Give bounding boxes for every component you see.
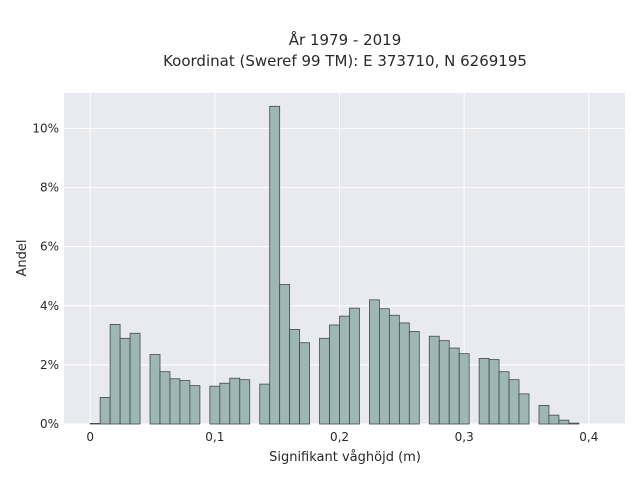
chart-title-line2: Koordinat (Sweref 99 TM): E 373710, N 62… bbox=[163, 52, 527, 70]
histogram-bar bbox=[349, 307, 360, 425]
histogram-bar bbox=[398, 322, 410, 425]
y-tick-label: 2% bbox=[40, 358, 59, 372]
histogram-bar bbox=[149, 354, 161, 425]
histogram-bar bbox=[269, 105, 281, 425]
histogram-bar bbox=[388, 314, 400, 425]
histogram-bar bbox=[558, 419, 570, 425]
x-axis-ticks: 0 0,1 0,2 0,3 0,4 bbox=[86, 430, 598, 444]
histogram-bar bbox=[219, 382, 231, 425]
histogram-bar bbox=[239, 379, 251, 425]
histogram-bar bbox=[259, 383, 271, 425]
y-tick-label: 0% bbox=[40, 417, 59, 431]
histogram-bar bbox=[279, 284, 291, 425]
x-tick-label: 0,4 bbox=[579, 430, 598, 444]
histogram-bar bbox=[99, 397, 111, 425]
histogram-bar bbox=[159, 371, 171, 425]
histogram-bar bbox=[329, 324, 340, 425]
histogram-bar bbox=[538, 404, 550, 425]
histogram-bar bbox=[229, 377, 241, 425]
histogram-bar bbox=[209, 385, 221, 425]
y-tick-label: 6% bbox=[40, 240, 59, 254]
histogram-bar bbox=[508, 379, 520, 425]
x-axis-title: Signifikant våghöjd (m) bbox=[269, 450, 421, 465]
histogram-bar bbox=[339, 315, 350, 425]
x-tick-label: 0,1 bbox=[205, 430, 224, 444]
histogram-bar bbox=[89, 423, 101, 425]
histogram-bar bbox=[189, 385, 201, 425]
bars bbox=[89, 105, 580, 425]
histogram-bar bbox=[169, 378, 181, 425]
y-tick-label: 8% bbox=[40, 181, 59, 195]
y-tick-label: 10% bbox=[32, 121, 59, 135]
histogram-bar bbox=[289, 329, 301, 425]
histogram-bar bbox=[299, 342, 310, 425]
histogram-bar bbox=[369, 299, 380, 425]
histogram-bar bbox=[379, 308, 390, 425]
x-tick-label: 0,2 bbox=[330, 430, 349, 444]
y-tick-label: 4% bbox=[40, 299, 59, 313]
histogram-bar bbox=[548, 414, 560, 425]
histogram-bar bbox=[448, 347, 460, 425]
grid-lines bbox=[64, 93, 625, 425]
histogram-bar bbox=[498, 371, 510, 425]
histogram-bar bbox=[458, 353, 470, 425]
histogram-bar bbox=[179, 380, 191, 425]
histogram-bar bbox=[488, 359, 500, 425]
histogram-bar bbox=[408, 331, 420, 425]
chart-title-line1: År 1979 - 2019 bbox=[289, 30, 402, 49]
histogram-bar bbox=[428, 335, 440, 425]
x-tick-label: 0 bbox=[86, 430, 94, 444]
histogram-bar bbox=[129, 332, 141, 425]
y-axis-title: Andel bbox=[15, 240, 30, 277]
histogram-bar bbox=[109, 324, 121, 425]
histogram-bar bbox=[438, 340, 450, 425]
histogram-bar bbox=[119, 337, 131, 425]
histogram-bar bbox=[478, 357, 490, 425]
histogram-bar bbox=[568, 422, 580, 425]
x-tick-label: 0,3 bbox=[455, 430, 474, 444]
histogram-bar bbox=[518, 393, 530, 425]
y-axis-ticks: 0% 2% 4% 6% 8% 10% bbox=[32, 121, 59, 431]
histogram-bar bbox=[319, 337, 330, 425]
